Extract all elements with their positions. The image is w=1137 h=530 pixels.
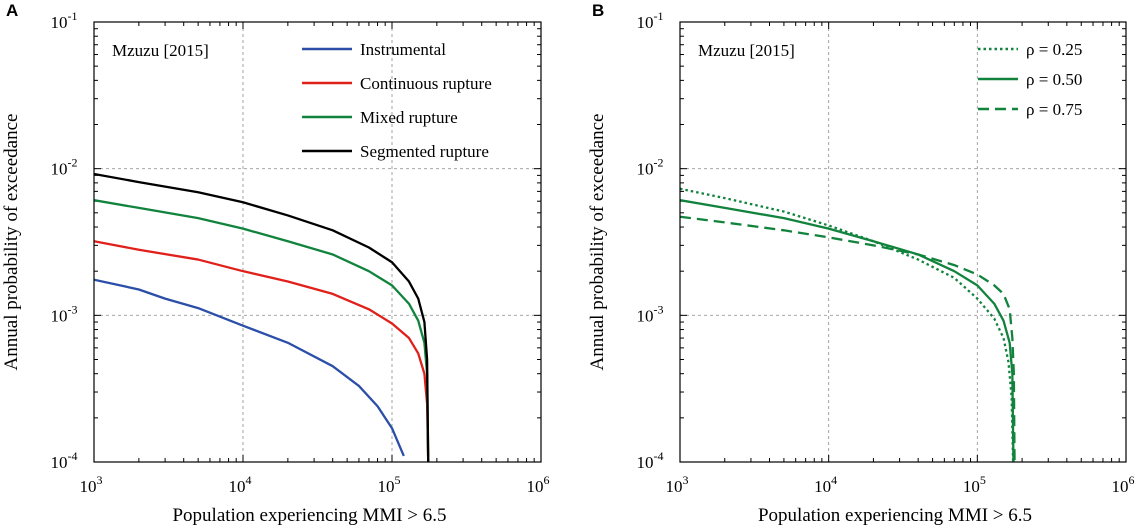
- tick-exponent: -4: [654, 449, 664, 463]
- tick-exponent: 4: [831, 473, 837, 487]
- tick-base: 10: [963, 477, 980, 496]
- gridlines: [94, 22, 541, 462]
- tick-exponent: 3: [683, 473, 689, 487]
- x-tick-label: 106: [527, 473, 550, 496]
- series-line-3: [680, 215, 1016, 462]
- x-tick-label: 104: [814, 473, 837, 496]
- series-line-2: [680, 199, 1015, 462]
- legend-label: ρ = 0.25: [1026, 40, 1082, 59]
- series-group: [680, 187, 1016, 462]
- series-line-4: [94, 172, 430, 462]
- gridlines: [680, 22, 1126, 462]
- tick-base: 10: [229, 477, 246, 496]
- y-tick-label: 10-3: [637, 302, 664, 325]
- series-line-1: [94, 278, 405, 457]
- tick-exponent: -2: [68, 156, 78, 170]
- tick-exponent: -1: [654, 9, 664, 23]
- tick-exponent: -1: [68, 9, 78, 23]
- x-tick-label: 103: [80, 473, 103, 496]
- x-axis-label: Population experiencing MMI > 6.5: [758, 505, 1032, 526]
- y-axis-label: Annual probability of exceedance: [1, 114, 22, 371]
- legend-label: ρ = 0.50: [1026, 70, 1082, 89]
- x-tick-label: 103: [666, 473, 689, 496]
- tick-base: 10: [51, 453, 68, 472]
- legend-label: ρ = 0.75: [1026, 100, 1082, 119]
- tick-base: 10: [51, 13, 68, 32]
- tick-exponent: 6: [544, 473, 550, 487]
- y-tick-label: 10-4: [637, 449, 664, 472]
- y-axis-label: Annual probability of exceedance: [587, 114, 608, 371]
- tick-base: 10: [814, 477, 831, 496]
- tick-base: 10: [51, 160, 68, 179]
- tick-exponent: -3: [68, 302, 78, 316]
- annotation-label: Mzuzu [2015]: [698, 41, 795, 60]
- y-tick-label: 10-1: [637, 9, 664, 32]
- y-tick-label: 10-1: [51, 9, 78, 32]
- x-tick-label: 105: [378, 473, 401, 496]
- y-tick-label: 10-3: [51, 302, 78, 325]
- series-line-3: [94, 199, 430, 462]
- tick-exponent: 5: [980, 473, 986, 487]
- tick-base: 10: [637, 453, 654, 472]
- tick-base: 10: [637, 160, 654, 179]
- legend-label: Mixed rupture: [360, 108, 458, 127]
- tick-exponent: -3: [654, 302, 664, 316]
- y-tick-label: 10-2: [51, 156, 78, 179]
- tick-exponent: -2: [654, 156, 664, 170]
- tick-base: 10: [1112, 477, 1129, 496]
- tick-exponent: 5: [395, 473, 401, 487]
- tick-exponent: 3: [97, 473, 103, 487]
- x-tick-label: 104: [229, 473, 252, 496]
- legend-label: Continuous rupture: [360, 74, 492, 93]
- legend: ρ = 0.25 ρ = 0.50 ρ = 0.75: [978, 40, 1082, 119]
- series-line-2: [94, 240, 430, 462]
- y-tick-label: 10-4: [51, 449, 78, 472]
- tick-base: 10: [637, 13, 654, 32]
- tick-exponent: 4: [246, 473, 252, 487]
- panel-letter: B: [592, 1, 604, 20]
- x-tick-label: 105: [963, 473, 986, 496]
- tick-base: 10: [378, 477, 395, 496]
- plot-frame: [679, 21, 1127, 463]
- panel-letter: A: [6, 1, 18, 20]
- annotation-label: Mzuzu [2015]: [112, 41, 209, 60]
- tick-base: 10: [80, 477, 97, 496]
- x-axis-label: Population experiencing MMI > 6.5: [172, 505, 446, 526]
- legend-label: Segmented rupture: [360, 142, 489, 161]
- series-line-1: [680, 187, 1015, 462]
- tick-base: 10: [51, 306, 68, 325]
- series-group: [94, 172, 430, 462]
- tick-base: 10: [527, 477, 544, 496]
- tick-exponent: 6: [1129, 473, 1135, 487]
- x-tick-label: 106: [1112, 473, 1135, 496]
- legend-label: Instrumental: [360, 40, 446, 59]
- legend: Instrumental Continuous rupture Mixed rupt…: [302, 40, 492, 161]
- tick-exponent: -4: [68, 449, 78, 463]
- y-tick-label: 10-2: [637, 156, 664, 179]
- tick-base: 10: [637, 306, 654, 325]
- tick-base: 10: [666, 477, 683, 496]
- plot-frame: [93, 21, 542, 463]
